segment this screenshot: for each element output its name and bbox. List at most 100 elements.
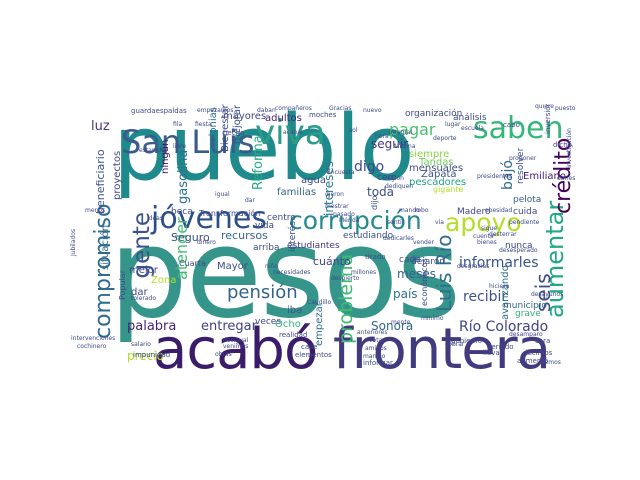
word-proponer: proponer — [509, 155, 537, 162]
word-mayor: Mayor — [217, 261, 248, 272]
word-vemos: vemos — [541, 359, 561, 366]
word-tolerado: tolerado — [131, 295, 157, 302]
word-proyectos: proyectos — [112, 150, 123, 200]
word-pendiente: pendiente — [509, 219, 540, 226]
word-escuela: escuela — [461, 125, 484, 132]
word-luz: luz — [91, 119, 110, 134]
word-mente: mente — [391, 319, 411, 326]
word-gigante: gigante — [433, 185, 464, 194]
word-venimos: venimos — [223, 343, 249, 350]
word-resolver: resolver — [516, 147, 526, 184]
word-investigacion: investigación — [566, 128, 573, 168]
word-desterrar: desterrar — [489, 231, 517, 238]
word-cobrar: cobrar — [445, 341, 465, 348]
word-ideas: ideas — [147, 215, 163, 222]
word-seguro: Seguro — [171, 231, 210, 244]
word-adultos: adultos — [265, 113, 302, 124]
word-san-luis: San Luis — [121, 123, 255, 161]
word-tirado: tirado — [365, 253, 386, 261]
word-hiciera: hiciera — [489, 283, 510, 290]
word-obras: obras — [215, 351, 232, 358]
word-robo: robo — [415, 207, 429, 214]
word-cochinero: cochinero — [77, 343, 107, 350]
word-centro: centro — [267, 213, 296, 223]
word-dijo: dijo — [370, 195, 379, 210]
word-quiere: quiere — [535, 104, 554, 110]
word-situacion: situación — [100, 224, 111, 270]
word-mostrar: mostrar — [325, 203, 349, 210]
word-organizacion: organización — [405, 109, 463, 119]
word-estamos: estamos — [139, 147, 165, 154]
word-periodo: periodo — [487, 343, 514, 351]
word-municipio: municipio — [503, 301, 547, 311]
word-despierto: despierto — [331, 275, 360, 282]
word-ocho: Ocho — [275, 319, 301, 330]
word-pagar: pagar — [389, 120, 436, 139]
word-region: región — [385, 175, 404, 182]
word-moches: moches — [309, 111, 337, 119]
word-amigos: amigos — [365, 345, 387, 352]
word-caudillo: Caudillo — [307, 299, 332, 306]
word-hecho: hecho — [223, 129, 245, 137]
word-entregar: entregar — [201, 319, 257, 334]
word-arriba: arriba — [253, 243, 280, 253]
word-encuesta: Encuesta — [327, 169, 355, 176]
word-mayores: mayores — [223, 111, 267, 122]
word-saben: saben — [473, 111, 564, 146]
word-pueblo: pueblo — [113, 104, 415, 201]
word-manejo: manejo — [363, 353, 386, 360]
word-madero: Madero — [457, 207, 491, 217]
word-nunca: nunca — [505, 241, 533, 251]
word-frontera: frontera — [333, 317, 551, 371]
word-jubilados: Jubilados — [70, 229, 77, 256]
word-mando: mando — [399, 207, 420, 214]
word-empezar: empezar — [314, 302, 325, 346]
word-seguir: seguir — [371, 137, 409, 151]
word-desamparo: desamparo — [509, 331, 543, 338]
word-cuida: cuida — [513, 207, 538, 217]
word-fila: fila — [173, 121, 183, 128]
word-analisis: análisis — [453, 113, 487, 123]
word-hora: hora — [375, 133, 389, 140]
word-corrupcion: corrupción — [289, 206, 422, 235]
word-economicos: económicos — [420, 258, 429, 306]
word-guardaespaldas: guardaespaldas — [131, 107, 187, 115]
word-cuanto: cuánto — [313, 255, 351, 268]
word-cloud: pesos pueblo acabó frontera San Luis viv… — [69, 104, 586, 370]
word-digo: digo — [354, 159, 385, 175]
word-reforma: Reforma — [251, 135, 266, 190]
word-rio-colorado: Río Colorado — [459, 319, 549, 335]
word-dejaron: dejaron — [411, 257, 445, 267]
word-calle: calle — [301, 343, 318, 351]
word-gasolina: gasolina — [176, 149, 191, 204]
word-libre: libre — [173, 143, 187, 150]
word-beneficiario: beneficiario — [94, 149, 107, 214]
word-estudiantes: estudiantes — [287, 241, 340, 251]
word-cada: cada — [399, 255, 421, 265]
word-elementos: elementos — [295, 351, 332, 359]
word-necesidades: necesidades — [273, 269, 311, 276]
word-daban: daban — [257, 107, 276, 114]
word-gracias: Gracias — [329, 105, 352, 112]
word-via: vía — [435, 219, 444, 226]
word-acabar: acabar — [283, 129, 304, 136]
word-pesos: pesos — [109, 202, 461, 346]
word-votar: votar — [369, 337, 385, 344]
word-cero: cero — [377, 173, 397, 183]
word-millones: millones — [351, 269, 377, 276]
word-precio: precio — [127, 349, 164, 363]
word-desesperado: desesperado — [499, 247, 538, 254]
word-acabo: acabó — [153, 317, 318, 371]
word-desigual: desigual — [223, 337, 249, 344]
word-pescadores: pescadores — [409, 177, 467, 188]
word-pais: país — [393, 287, 418, 301]
word-sonora: Sonora — [371, 319, 414, 333]
word-popular: Popular — [118, 270, 127, 300]
word-familias: familias — [277, 187, 317, 198]
word-luis-rio: Luis Río — [432, 234, 456, 313]
word-igual: igual — [215, 191, 230, 198]
word-pension: pensión — [227, 282, 298, 303]
word-intervenciones: intervenciones — [71, 335, 116, 342]
word-salario: salario — [131, 341, 151, 348]
word-dicho: dicho — [553, 141, 572, 149]
